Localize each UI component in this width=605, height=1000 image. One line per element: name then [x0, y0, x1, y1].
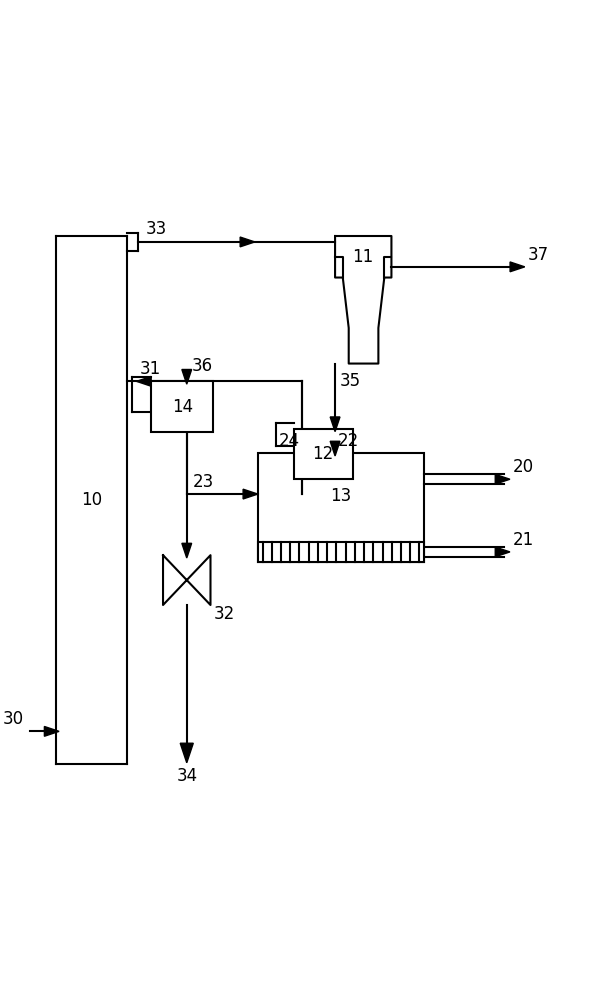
Polygon shape [137, 376, 151, 386]
Bar [258, 453, 424, 562]
Polygon shape [330, 417, 340, 432]
Text: 12: 12 [313, 445, 334, 463]
Polygon shape [182, 543, 192, 558]
Text: 22: 22 [338, 432, 359, 450]
Polygon shape [44, 726, 59, 736]
Text: 35: 35 [340, 372, 361, 390]
Text: 36: 36 [192, 357, 212, 375]
Text: 30: 30 [2, 710, 24, 728]
Polygon shape [182, 369, 192, 384]
Text: 24: 24 [278, 432, 299, 450]
Text: 31: 31 [139, 360, 160, 378]
Text: 20: 20 [513, 458, 534, 476]
Text: 33: 33 [145, 220, 166, 238]
Polygon shape [510, 262, 525, 272]
Polygon shape [495, 547, 510, 557]
Text: 23: 23 [192, 473, 214, 491]
Text: 10: 10 [81, 491, 102, 509]
Text: 34: 34 [176, 767, 197, 785]
Polygon shape [243, 489, 258, 499]
Text: 14: 14 [172, 398, 193, 416]
Text: 13: 13 [330, 487, 352, 505]
Text: 37: 37 [528, 246, 549, 264]
Polygon shape [180, 743, 193, 763]
Bar [258, 542, 424, 562]
Bar [293, 429, 353, 479]
Polygon shape [495, 474, 510, 484]
Text: 21: 21 [513, 531, 534, 549]
Bar [151, 381, 214, 432]
Text: 32: 32 [214, 605, 235, 623]
Polygon shape [330, 441, 340, 456]
Text: 11: 11 [353, 248, 374, 266]
Polygon shape [240, 237, 255, 247]
